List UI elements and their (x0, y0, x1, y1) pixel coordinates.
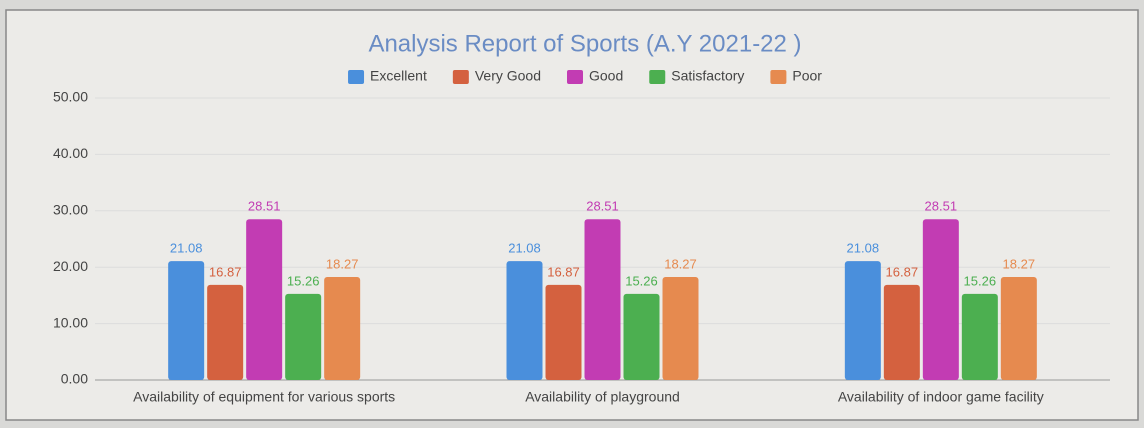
data-label: 18.27 (1003, 256, 1036, 271)
bar (207, 284, 244, 380)
bar (168, 261, 205, 380)
legend-label: Good (589, 68, 623, 84)
bar (506, 261, 543, 380)
bar (1000, 276, 1037, 380)
bar (324, 276, 361, 380)
data-label: 18.27 (664, 256, 697, 271)
legend-label: Very Good (475, 68, 541, 84)
legend-swatch (649, 70, 666, 84)
data-label: 21.08 (847, 241, 880, 256)
legend-swatch (452, 70, 469, 84)
data-label: 15.26 (964, 273, 997, 288)
bar (883, 284, 920, 380)
legend-swatch (567, 70, 583, 84)
legend-label: Satisfactory (671, 68, 744, 84)
y-tick-label: 30.00 (53, 202, 88, 218)
legend-label: Poor (792, 68, 822, 84)
x-tick-label: Availability of equipment for various sp… (133, 389, 395, 405)
bar (285, 293, 322, 380)
bar (246, 219, 283, 380)
bar (545, 284, 582, 380)
y-tick-label: 40.00 (53, 145, 88, 161)
y-tick-label: 50.00 (53, 89, 88, 105)
y-tick-label: 20.00 (53, 258, 88, 274)
data-label: 28.51 (248, 199, 281, 214)
data-label: 21.08 (508, 241, 541, 256)
data-label: 16.87 (886, 264, 919, 279)
legend-swatch (770, 70, 787, 84)
chart-title: Analysis Report of Sports (A.Y 2021-22 ) (368, 30, 801, 57)
y-tick-label: 0.00 (61, 371, 88, 387)
bar (623, 293, 660, 380)
data-label: 28.51 (925, 199, 958, 214)
legend-swatch (348, 70, 365, 84)
x-tick-label: Availability of playground (525, 389, 680, 405)
bar (922, 219, 959, 380)
bar (961, 293, 998, 380)
data-label: 28.51 (586, 199, 619, 214)
legend-label: Excellent (370, 68, 427, 84)
data-label: 15.26 (287, 273, 320, 288)
data-label: 15.26 (625, 273, 658, 288)
data-label: 18.27 (326, 256, 359, 271)
bar (662, 276, 699, 380)
data-label: 16.87 (547, 264, 580, 279)
data-label: 16.87 (209, 264, 242, 279)
bar (844, 261, 881, 380)
data-label: 21.08 (170, 241, 203, 256)
x-tick-label: Availability of indoor game facility (838, 389, 1044, 405)
y-tick-label: 10.00 (53, 314, 88, 330)
bar (584, 219, 621, 380)
